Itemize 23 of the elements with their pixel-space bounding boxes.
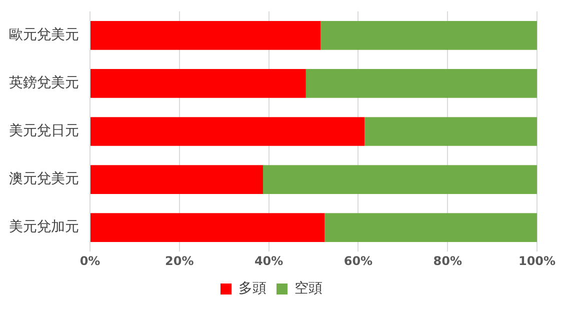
bar [324,213,537,242]
x-tick-label: 80% [433,254,462,268]
x-tick-label: 100% [518,254,556,268]
x-tick-label: 60% [344,254,373,268]
bar [306,69,537,98]
y-tick-label: 美元兌日元 [9,123,79,140]
y-tick-label: 美元兌加元 [9,219,79,236]
y-tick-label: 歐元兌美元 [9,27,79,44]
x-tick-label: 0% [80,254,100,268]
bar [364,117,537,146]
legend-label: 多頭 [238,280,266,297]
bar [320,21,537,50]
legend-label: 空頭 [294,280,322,297]
bar [90,21,321,50]
bar [90,165,263,194]
bar [90,69,306,98]
y-tick-label: 英鎊兌美元 [9,75,79,92]
bar [262,165,537,194]
y-tick-label: 澳元兌美元 [9,171,79,188]
bar [90,117,364,146]
x-tick-label: 40% [254,254,284,268]
bar [90,213,325,242]
x-tick-label: 20% [165,254,194,268]
